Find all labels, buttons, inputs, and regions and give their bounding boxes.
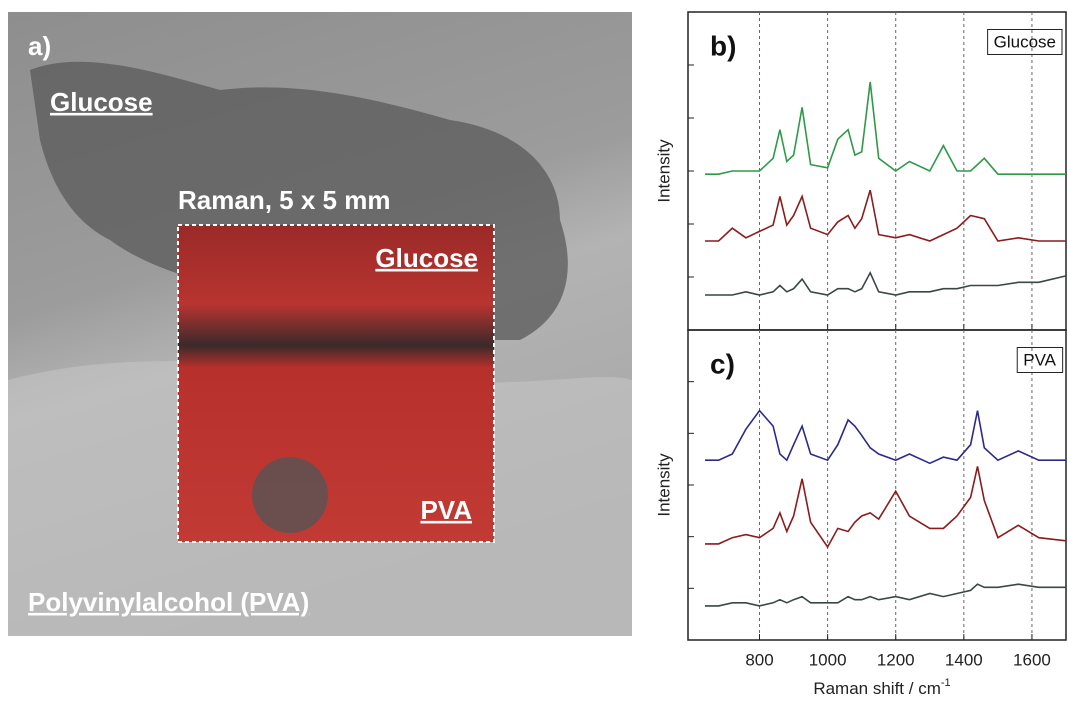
panel-label: c) — [710, 348, 735, 379]
x-tick-label: 1200 — [877, 650, 915, 669]
annotation: PVA — [1023, 350, 1056, 369]
raman-map — [178, 225, 494, 542]
spectrum — [705, 189, 1066, 242]
x-tick-label: 1400 — [945, 650, 983, 669]
x-tick-label: 1000 — [809, 650, 847, 669]
spectrum — [705, 583, 1066, 607]
y-axis-label: Intensity — [654, 453, 673, 517]
spectrum — [705, 81, 1066, 175]
x-axis-label: Raman shift / cm-1 — [813, 677, 950, 699]
photo-panel: a) Glucose Raman, 5 x 5 mm Glucose PVA P… — [8, 12, 632, 636]
photo-label: Glucose — [375, 243, 478, 273]
x-tick-label: 1600 — [1013, 650, 1051, 669]
spectrum — [705, 466, 1067, 549]
photo-label: Glucose — [50, 87, 153, 117]
annotation-box — [987, 28, 1063, 55]
spectrum — [705, 409, 1066, 465]
photo-label: Polyvinylalcohol (PVA) — [28, 587, 309, 617]
panel-label: b) — [710, 30, 736, 61]
x-tick-label: 800 — [745, 650, 773, 669]
x-axis-label-sup: -1 — [941, 677, 951, 689]
bubbles — [252, 457, 328, 533]
photo-label: Raman, 5 x 5 mm — [178, 185, 390, 215]
annotation-box — [1016, 346, 1064, 373]
panel-label: a) — [28, 31, 51, 61]
plot-frame — [687, 329, 1067, 641]
spectrum — [705, 270, 1067, 296]
x-axis-label-text: Raman shift / cm — [813, 679, 941, 698]
y-axis-label: Intensity — [654, 139, 673, 203]
annotation: Glucose — [994, 32, 1056, 51]
photo-label: PVA — [420, 495, 472, 525]
raman-frame — [177, 224, 495, 543]
